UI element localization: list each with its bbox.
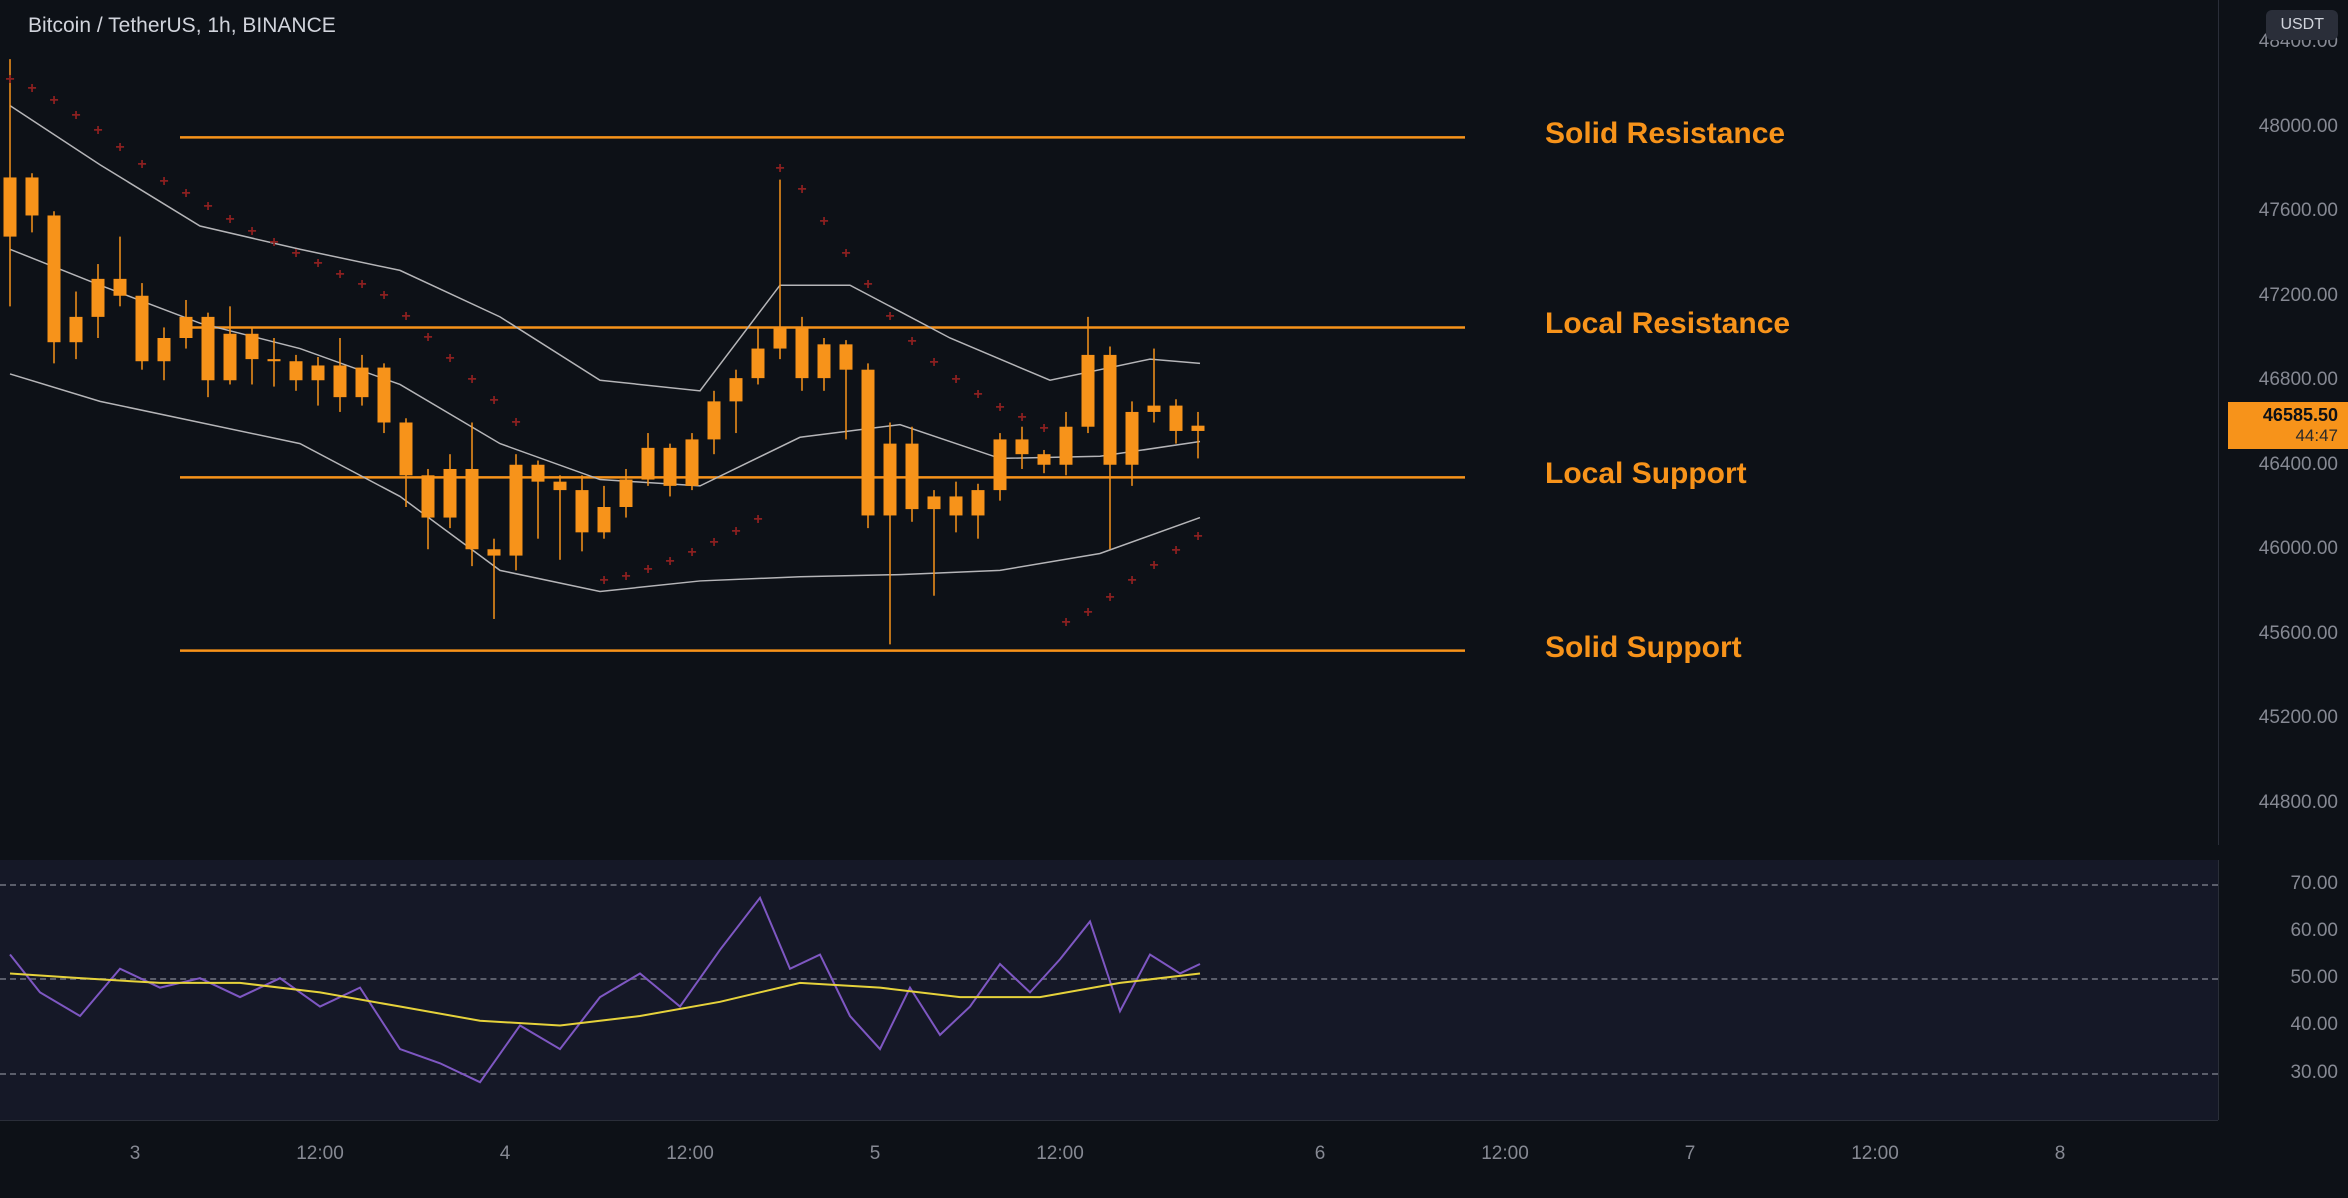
y-tick-label: 47200.00: [2259, 285, 2338, 307]
sar-marker: +: [1149, 557, 1158, 575]
sar-marker: +: [973, 386, 982, 404]
sar-marker: +: [819, 213, 828, 231]
level-annotation: Solid Support: [1545, 631, 1742, 665]
sar-marker: +: [357, 276, 366, 294]
sar-marker: +: [621, 568, 630, 586]
sar-marker: +: [1039, 420, 1048, 438]
y-tick-label: 44800.00: [2259, 792, 2338, 814]
sar-marker: +: [93, 122, 102, 140]
rsi-y-tick: 30.00: [2290, 1062, 2338, 1084]
sar-marker: +: [1083, 604, 1092, 622]
sar-marker: +: [225, 211, 234, 229]
sar-marker: +: [115, 139, 124, 157]
sar-marker: +: [775, 160, 784, 178]
sar-marker: +: [599, 572, 608, 590]
sar-marker: +: [511, 414, 520, 432]
sar-marker: +: [929, 354, 938, 372]
sar-marker: +: [379, 287, 388, 305]
sar-marker: +: [885, 308, 894, 326]
rsi-chart[interactable]: [0, 860, 2218, 1120]
y-tick-label: 46400.00: [2259, 454, 2338, 476]
x-tick-label: 12:00: [666, 1143, 714, 1165]
sar-marker: +: [687, 544, 696, 562]
sar-marker: +: [335, 266, 344, 284]
sar-marker: +: [907, 333, 916, 351]
sar-marker: +: [797, 181, 806, 199]
sar-marker: +: [71, 107, 80, 125]
x-tick-label: 12:00: [1036, 1143, 1084, 1165]
x-tick-label: 8: [2055, 1143, 2066, 1165]
level-annotation: Local Support: [1545, 457, 1747, 491]
rsi-y-tick: 50.00: [2290, 967, 2338, 989]
x-tick-label: 5: [870, 1143, 881, 1165]
price-chart[interactable]: Bitcoin / TetherUS, 1h, BINANCE ++++++++…: [0, 0, 2218, 845]
rsi-y-tick: 40.00: [2290, 1014, 2338, 1036]
sar-marker: +: [951, 371, 960, 389]
current-price-value: 46585.50: [2238, 405, 2338, 426]
sar-marker: +: [1017, 409, 1026, 427]
current-price-tag: 46585.50 44:47: [2228, 402, 2348, 449]
time-axis: 3 12:00 4 12:00 5 12:00 6 12:00 7 12:00 8: [0, 1120, 2218, 1198]
y-tick-label: 47600.00: [2259, 200, 2338, 222]
y-tick-label: 48000.00: [2259, 116, 2338, 138]
y-tick-label: 46000.00: [2259, 538, 2338, 560]
sar-marker: +: [5, 71, 14, 89]
x-tick-label: 6: [1315, 1143, 1326, 1165]
rsi-y-axis: 30.00 40.00 50.00 60.00 70.00: [2218, 860, 2348, 1120]
sar-marker: +: [995, 399, 1004, 417]
sar-marker: +: [269, 234, 278, 252]
x-tick-label: 12:00: [296, 1143, 344, 1165]
level-annotation: Local Resistance: [1545, 307, 1790, 341]
sar-marker: +: [1061, 614, 1070, 632]
x-tick-label: 3: [130, 1143, 141, 1165]
sar-marker: +: [467, 371, 476, 389]
sar-marker: +: [1193, 528, 1202, 546]
sar-marker: +: [423, 329, 432, 347]
price-y-axis: 44800.00 45200.00 45600.00 46000.00 46400.00…: [2218, 0, 2348, 845]
chart-container: Bitcoin / TetherUS, 1h, BINANCE ++++++++…: [0, 0, 2348, 1198]
sar-marker: +: [841, 245, 850, 263]
sar-marker: +: [27, 80, 36, 98]
countdown-timer: 44:47: [2238, 426, 2338, 446]
sar-marker: +: [445, 350, 454, 368]
y-tick-label: 45600.00: [2259, 623, 2338, 645]
sar-marker: +: [753, 511, 762, 529]
sar-marker: +: [137, 156, 146, 174]
sar-marker: +: [401, 308, 410, 326]
sar-marker: +: [181, 185, 190, 203]
level-annotation: Solid Resistance: [1545, 117, 1785, 151]
sar-marker: +: [863, 276, 872, 294]
sar-marker: +: [643, 561, 652, 579]
y-tick-label: 46800.00: [2259, 369, 2338, 391]
sar-marker: +: [291, 245, 300, 263]
x-tick-label: 12:00: [1481, 1143, 1529, 1165]
rsi-y-tick: 70.00: [2290, 873, 2338, 895]
sar-marker: +: [1171, 542, 1180, 560]
x-tick-label: 7: [1685, 1143, 1696, 1165]
quote-badge: USDT: [2266, 10, 2338, 40]
sar-marker: +: [1105, 589, 1114, 607]
sar-marker: +: [203, 198, 212, 216]
x-tick-label: 4: [500, 1143, 511, 1165]
sar-marker: +: [1127, 572, 1136, 590]
rsi-y-tick: 60.00: [2290, 920, 2338, 942]
sar-marker: +: [159, 173, 168, 191]
sar-marker: +: [313, 255, 322, 273]
sar-marker: +: [489, 392, 498, 410]
sar-marker: +: [665, 553, 674, 571]
sar-marker: +: [247, 223, 256, 241]
sar-marker: +: [49, 92, 58, 110]
sar-marker: +: [731, 523, 740, 541]
x-tick-label: 12:00: [1851, 1143, 1899, 1165]
y-tick-label: 45200.00: [2259, 707, 2338, 729]
sar-marker: +: [709, 534, 718, 552]
